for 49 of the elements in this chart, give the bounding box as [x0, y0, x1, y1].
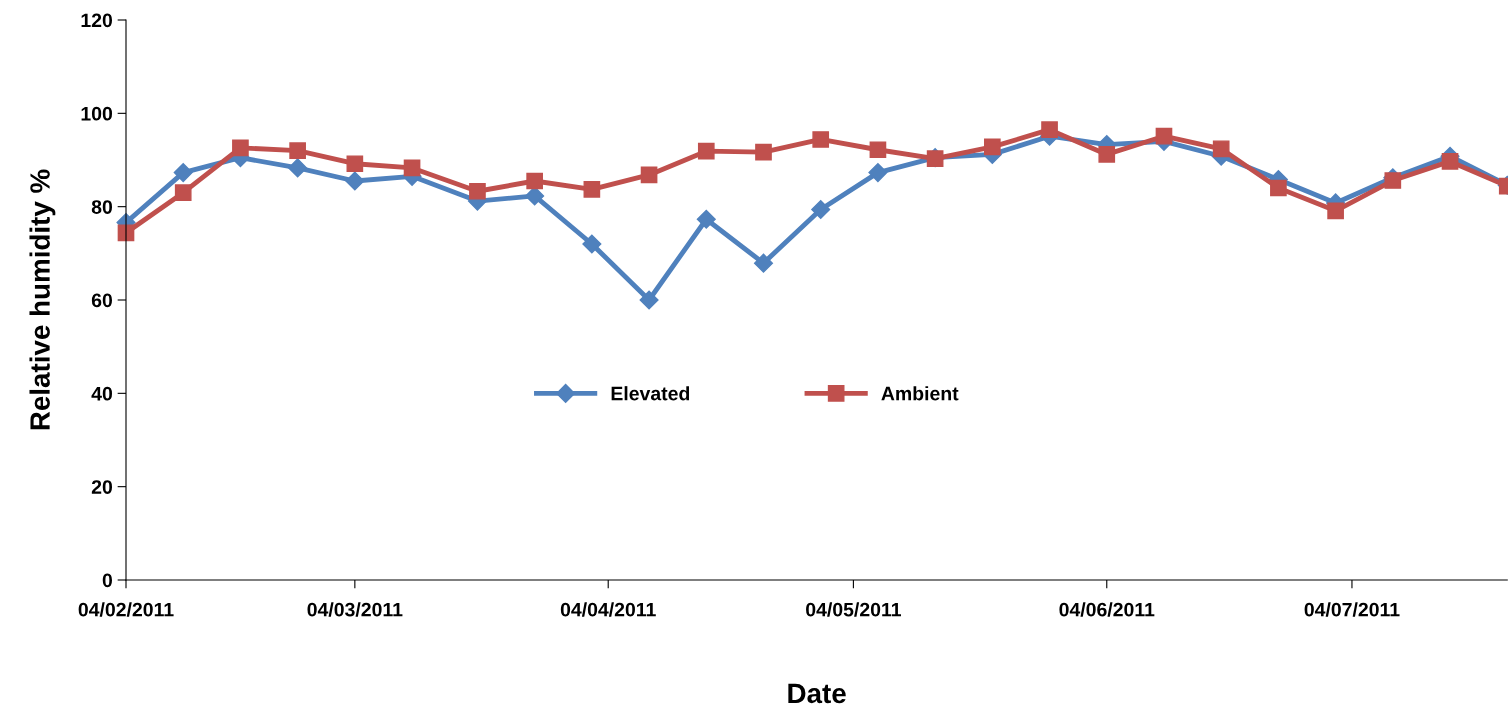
point	[526, 172, 543, 190]
x-tick-label: 04/02/2011	[78, 602, 174, 617]
point	[1441, 153, 1459, 170]
point	[1041, 121, 1058, 139]
point	[345, 171, 365, 191]
point	[811, 199, 831, 220]
legend-label: Ambient	[881, 386, 959, 401]
point	[1098, 146, 1116, 163]
point	[174, 184, 192, 202]
x-tick-label: 04/07/2011	[1304, 602, 1400, 617]
y-tick-label: 20	[91, 480, 113, 494]
x-tick-label: 04/05/2011	[806, 602, 901, 617]
y-tick-label: 120	[81, 13, 113, 28]
point	[755, 143, 772, 161]
point	[469, 182, 486, 200]
point	[697, 142, 715, 160]
y-tick-label: 0	[102, 573, 113, 588]
point	[288, 158, 308, 178]
point	[1384, 172, 1402, 189]
point	[1327, 202, 1344, 220]
point	[984, 138, 1001, 156]
x-tick-label: 04/03/2011	[307, 602, 403, 617]
y-tick-label: 100	[81, 106, 113, 121]
point	[232, 139, 249, 157]
point	[812, 131, 830, 148]
x-tick-label: 04/04/2011	[560, 602, 656, 617]
point	[640, 166, 658, 184]
y-tick-label: 80	[91, 200, 113, 214]
y-axis-title: Relative humidity %	[29, 169, 56, 430]
point	[639, 290, 659, 310]
point	[346, 155, 364, 173]
point	[582, 234, 602, 254]
point	[525, 186, 545, 206]
legend-label: Elevated	[611, 386, 690, 401]
y-tick-label: 40	[91, 386, 113, 401]
point	[1212, 140, 1230, 158]
point	[403, 159, 421, 177]
x-axis-title: Date	[788, 683, 846, 704]
x-tick-label: 04/06/2011	[1059, 602, 1155, 617]
point	[173, 163, 193, 183]
point	[753, 253, 774, 273]
point	[1270, 179, 1287, 197]
point	[1155, 127, 1173, 145]
y-tick-label: 60	[91, 293, 113, 308]
point	[583, 181, 601, 198]
point	[696, 209, 716, 229]
point	[868, 163, 888, 183]
point	[289, 142, 306, 160]
point	[869, 141, 887, 159]
